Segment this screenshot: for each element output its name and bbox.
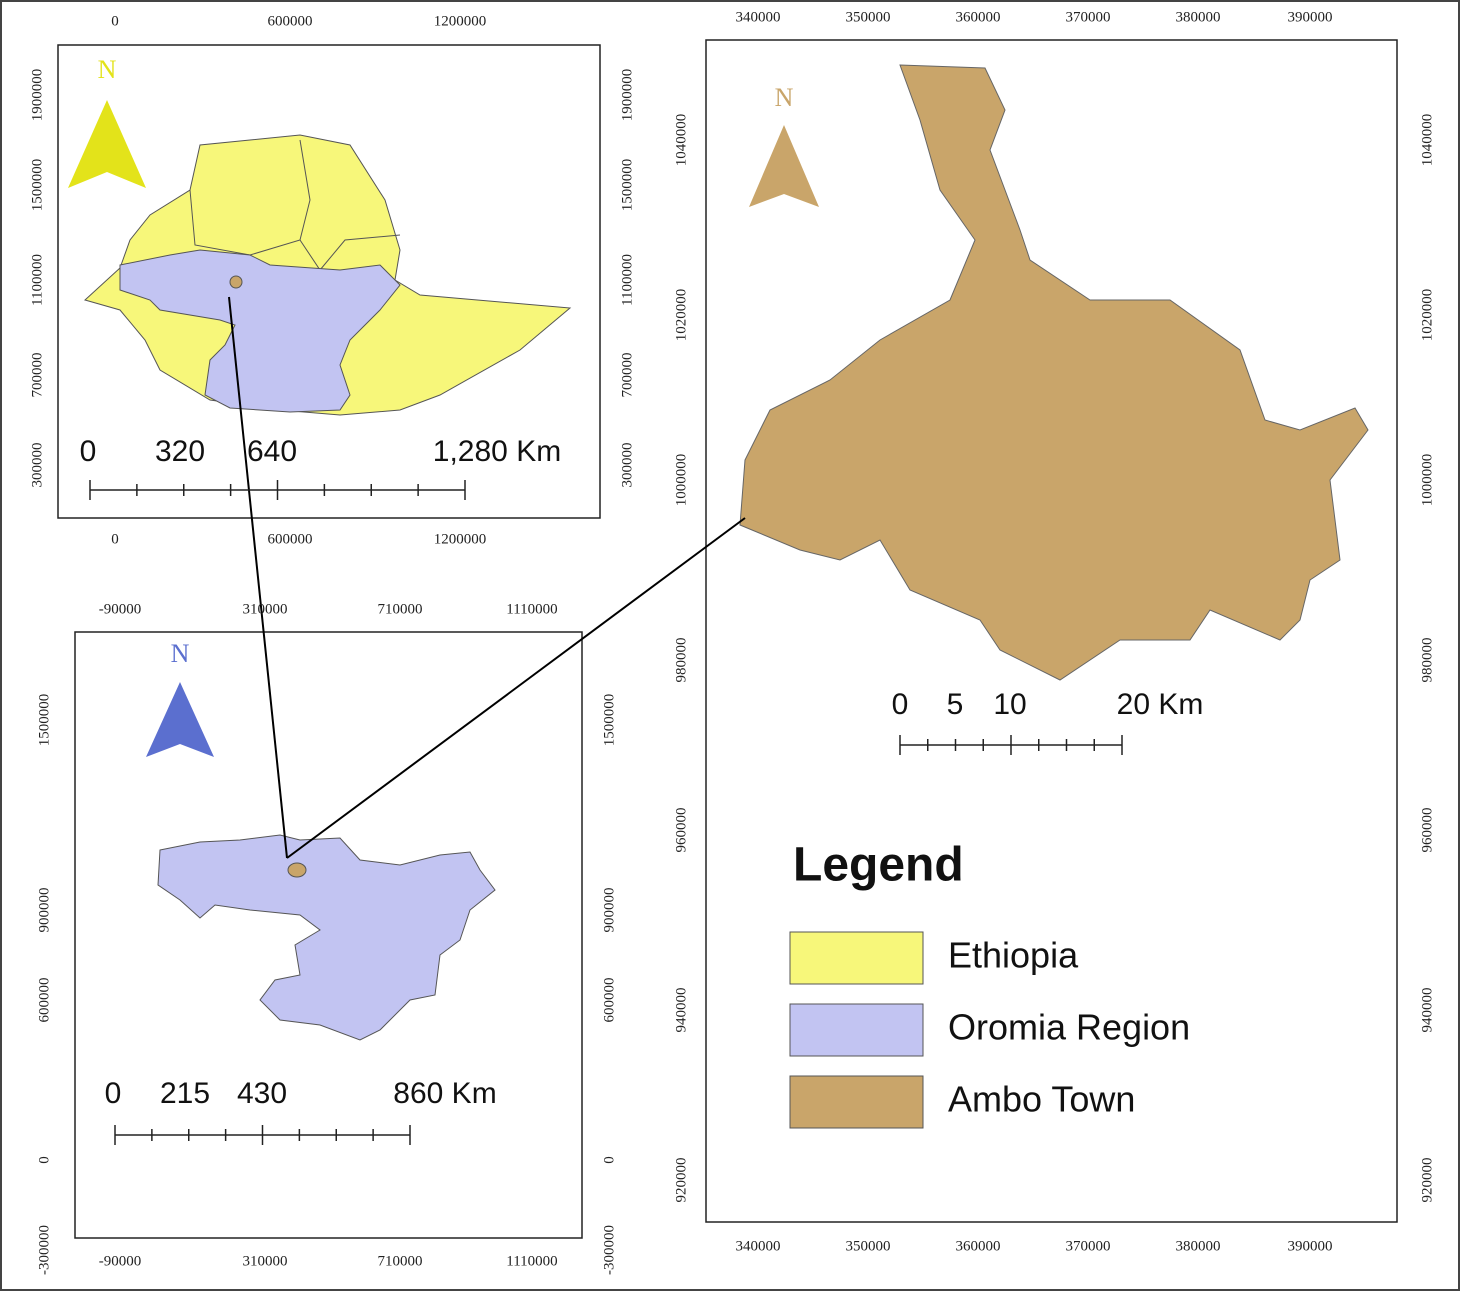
region-borders: [189, 139, 311, 256]
oromia-frame: [74, 631, 583, 1239]
y-tick-label: 1900000: [29, 69, 45, 122]
y-tick-label: 980000: [673, 638, 689, 683]
y-tick-label: 1100000: [619, 254, 635, 306]
scale-label: 430: [237, 1077, 287, 1110]
ambo-frame: [705, 39, 1398, 1223]
y-tick-label: 960000: [1419, 808, 1435, 853]
x-tick-label: 370000: [1066, 9, 1111, 25]
region-borders: [299, 234, 401, 271]
y-tick-label: 920000: [673, 1158, 689, 1203]
y-tick-label: 900000: [601, 888, 617, 933]
x-tick-label: 340000: [736, 1238, 781, 1254]
north-arrow: [68, 100, 146, 188]
y-tick-label: 1500000: [601, 694, 617, 747]
north-arrow: [749, 125, 819, 207]
x-tick-label: 340000: [736, 9, 781, 25]
scale-label: 640: [247, 435, 297, 468]
x-tick-label: 350000: [846, 9, 891, 25]
y-tick-label: 1000000: [1419, 454, 1435, 507]
y-tick-label: -300000: [36, 1225, 52, 1275]
y-tick-label: 1900000: [619, 69, 635, 122]
x-tick-label: 1200000: [434, 13, 487, 29]
x-tick-label: 390000: [1288, 9, 1333, 25]
x-tick-label: 360000: [956, 1238, 1001, 1254]
x-tick-label: 380000: [1176, 9, 1221, 25]
legend-label: Ambo Town: [948, 1079, 1135, 1120]
oromia-in-ethiopia: [119, 249, 401, 413]
ambo-shape: [739, 64, 1369, 681]
y-tick-label: 0: [36, 1156, 52, 1164]
north-label: N: [98, 55, 117, 84]
oromia-shape: [157, 834, 496, 1041]
ambo-dot: [287, 862, 307, 878]
y-tick-label: 960000: [673, 808, 689, 853]
x-tick-label: 310000: [243, 1253, 288, 1269]
x-tick-label: 380000: [1176, 1238, 1221, 1254]
y-tick-label: 900000: [36, 888, 52, 933]
y-tick-label: 1000000: [673, 454, 689, 507]
y-tick-label: 940000: [1419, 988, 1435, 1033]
scale-label: 0: [105, 1077, 122, 1110]
x-tick-label: 1110000: [506, 1253, 557, 1269]
y-tick-label: 300000: [619, 443, 635, 488]
scale-label: 320: [155, 435, 205, 468]
y-tick-label: 1500000: [36, 694, 52, 747]
legend-swatch: [789, 1075, 924, 1129]
legend-title: Legend: [793, 839, 964, 892]
y-tick-label: 980000: [1419, 638, 1435, 683]
scale-label: 860 Km: [393, 1077, 496, 1110]
y-tick-label: 600000: [601, 978, 617, 1023]
scale-label: 5: [947, 688, 964, 721]
y-tick-label: 1040000: [1419, 114, 1435, 167]
x-tick-label: 600000: [268, 13, 313, 29]
x-tick-label: 1200000: [434, 531, 487, 547]
x-tick-label: 370000: [1066, 1238, 1111, 1254]
x-tick-label: 710000: [378, 1253, 423, 1269]
x-tick-label: 0: [111, 531, 119, 547]
scale-label: 20 Km: [1117, 688, 1204, 721]
x-tick-label: 1110000: [506, 601, 557, 617]
scale-label: 0: [80, 435, 97, 468]
scale-label: 215: [160, 1077, 210, 1110]
x-tick-label: 0: [111, 13, 119, 29]
legend-label: Ethiopia: [948, 935, 1079, 976]
scale-label: 0: [892, 688, 909, 721]
x-tick-label: 310000: [243, 601, 288, 617]
legend-label: Oromia Region: [948, 1007, 1190, 1048]
y-tick-label: 1020000: [1419, 289, 1435, 342]
scale-label: 10: [993, 688, 1026, 721]
y-tick-label: 300000: [29, 443, 45, 488]
x-tick-label: 390000: [1288, 1238, 1333, 1254]
north-arrow: [146, 682, 214, 757]
north-label: N: [171, 639, 190, 668]
y-tick-label: 700000: [29, 353, 45, 398]
north-label: N: [775, 83, 794, 112]
y-tick-label: 1500000: [619, 159, 635, 212]
y-tick-label: 700000: [619, 353, 635, 398]
y-tick-label: 0: [601, 1156, 617, 1164]
connector-line: [228, 296, 288, 859]
y-tick-label: 920000: [1419, 1158, 1435, 1203]
y-tick-label: 1020000: [673, 289, 689, 342]
connector-line: [286, 517, 746, 859]
y-tick-label: 1500000: [29, 159, 45, 212]
y-tick-label: 1040000: [673, 114, 689, 167]
legend-swatch: [789, 1003, 924, 1057]
legend-swatch: [789, 931, 924, 985]
x-tick-label: 710000: [378, 601, 423, 617]
y-tick-label: 940000: [673, 988, 689, 1033]
x-tick-label: -90000: [99, 601, 142, 617]
y-tick-label: 600000: [36, 978, 52, 1023]
ambo-dot: [229, 275, 243, 289]
y-tick-label: 1100000: [29, 254, 45, 306]
x-tick-label: 360000: [956, 9, 1001, 25]
x-tick-label: 350000: [846, 1238, 891, 1254]
x-tick-label: 600000: [268, 531, 313, 547]
scale-label: 1,280 Km: [433, 435, 561, 468]
x-tick-label: -90000: [99, 1253, 142, 1269]
y-tick-label: -300000: [601, 1225, 617, 1275]
ethiopia-frame: [57, 44, 601, 519]
